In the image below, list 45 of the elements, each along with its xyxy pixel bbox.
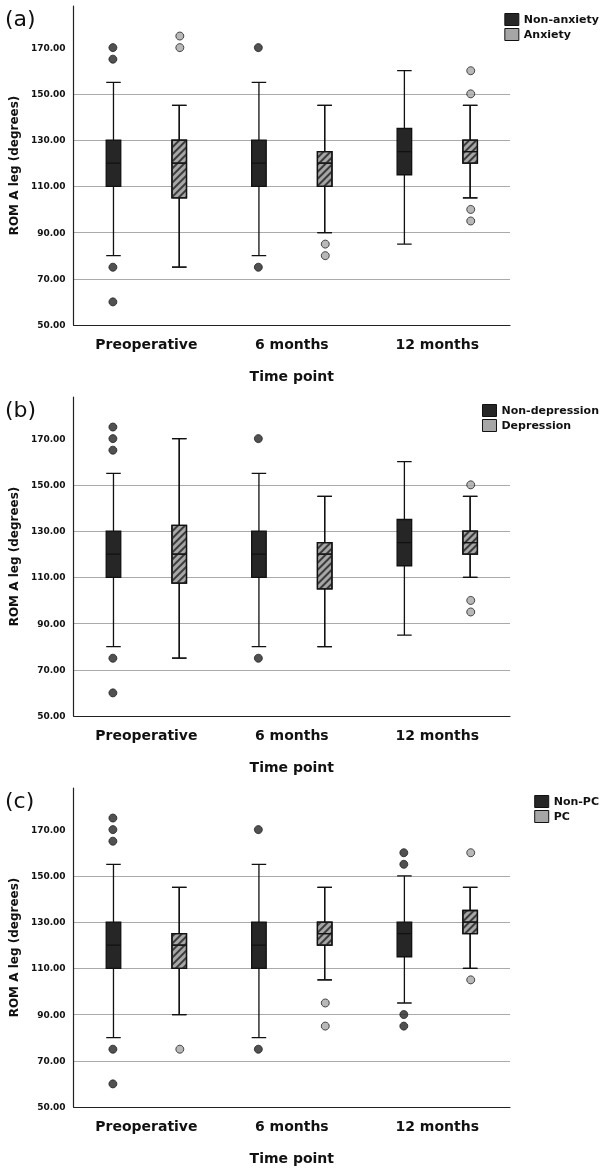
y-tick-label: 50.00 [37,1102,66,1112]
chart-title: (c) [5,787,35,813]
y-tick-label: 170.00 [30,433,66,444]
y-tick-label: 130.00 [30,135,66,146]
x-tick-label: Preoperative [95,727,198,743]
y-tick-label: 90.00 [37,1009,66,1020]
x-tick-label: 6 months [254,1118,329,1134]
y-axis-title: ROM A leg (degrees) [7,486,21,627]
legend-label: Non-depression [501,404,600,417]
y-axis-title: ROM A leg (degrees) [7,95,21,236]
x-tick-label: Preoperative [95,336,198,352]
y-tick-label: 150.00 [30,870,66,881]
legend-label: Depression [501,419,572,432]
chart-title: (a) [5,5,36,31]
y-tick-label: 50.00 [37,711,66,721]
y-tick-label: 70.00 [37,1055,66,1066]
y-tick-label: 70.00 [37,664,66,675]
x-axis-title: Time point [249,759,335,775]
legend-label: Anxiety [523,28,571,41]
x-tick-label: 12 months [395,727,480,743]
y-tick-label: 110.00 [30,572,66,583]
x-tick-label: 12 months [395,336,480,352]
y-tick-label: 150.00 [30,88,66,99]
x-tick-label: 6 months [254,336,329,352]
y-tick-label: 150.00 [30,479,66,490]
y-tick-label: 130.00 [30,526,66,537]
x-axis-title: Time point [249,368,335,384]
chart-title: (b) [5,396,37,422]
y-tick-label: 90.00 [37,227,66,238]
y-tick-label: 70.00 [37,273,66,284]
x-tick-label: Preoperative [95,1118,198,1134]
y-tick-label: 50.00 [37,320,66,330]
x-axis-title: Time point [249,1150,335,1166]
y-tick-label: 110.00 [30,181,66,192]
legend-label: Non-PC [553,795,599,808]
y-axis-title: ROM A leg (degrees) [7,877,21,1018]
y-tick-label: 90.00 [37,618,66,629]
y-tick-label: 110.00 [30,963,66,974]
x-tick-label: 6 months [254,727,329,743]
y-tick-label: 170.00 [30,824,66,835]
legend-label: Non-anxiety [523,13,599,26]
legend-label: PC [553,810,570,823]
x-tick-label: 12 months [395,1118,480,1134]
y-tick-label: 170.00 [30,42,66,53]
y-tick-label: 130.00 [30,917,66,928]
